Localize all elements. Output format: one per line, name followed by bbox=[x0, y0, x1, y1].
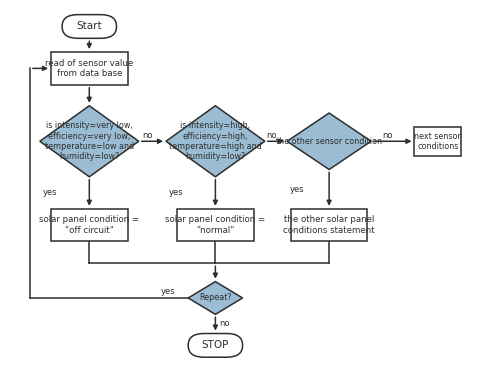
FancyBboxPatch shape bbox=[62, 15, 116, 38]
Text: Start: Start bbox=[76, 21, 102, 31]
Polygon shape bbox=[188, 282, 242, 314]
FancyBboxPatch shape bbox=[414, 127, 462, 156]
Text: no: no bbox=[382, 131, 393, 139]
FancyBboxPatch shape bbox=[51, 209, 128, 242]
Text: Repeat?: Repeat? bbox=[199, 293, 232, 303]
Text: is intensity=high,
efficiency=high,
temperature=high and
humidity=low?: is intensity=high, efficiency=high, temp… bbox=[169, 121, 262, 161]
Text: STOP: STOP bbox=[202, 340, 229, 350]
Text: the other sensor condition: the other sensor condition bbox=[276, 137, 382, 146]
Text: yes: yes bbox=[42, 188, 57, 197]
Text: next sensor
conditions: next sensor conditions bbox=[414, 132, 462, 151]
Text: yes: yes bbox=[290, 185, 304, 194]
Text: no: no bbox=[142, 131, 152, 139]
Text: is intensity=very low,
efficiency=very low,
temperature=low and
humidity=low?: is intensity=very low, efficiency=very l… bbox=[44, 121, 134, 161]
FancyBboxPatch shape bbox=[291, 209, 368, 242]
Polygon shape bbox=[166, 106, 265, 177]
Text: no: no bbox=[220, 319, 230, 329]
Text: read of sensor value
from data base: read of sensor value from data base bbox=[45, 59, 134, 78]
Text: the other solar panel
conditions statement: the other solar panel conditions stateme… bbox=[284, 215, 375, 235]
Polygon shape bbox=[40, 106, 139, 177]
FancyBboxPatch shape bbox=[51, 52, 128, 85]
FancyBboxPatch shape bbox=[188, 333, 242, 357]
Text: no: no bbox=[266, 131, 276, 139]
Text: yes: yes bbox=[161, 287, 176, 296]
Text: yes: yes bbox=[168, 188, 183, 197]
Text: solar panel condition =
"normal": solar panel condition = "normal" bbox=[166, 215, 266, 235]
Text: solar panel condition =
"off circuit": solar panel condition = "off circuit" bbox=[39, 215, 140, 235]
FancyBboxPatch shape bbox=[177, 209, 254, 242]
Polygon shape bbox=[287, 113, 371, 169]
